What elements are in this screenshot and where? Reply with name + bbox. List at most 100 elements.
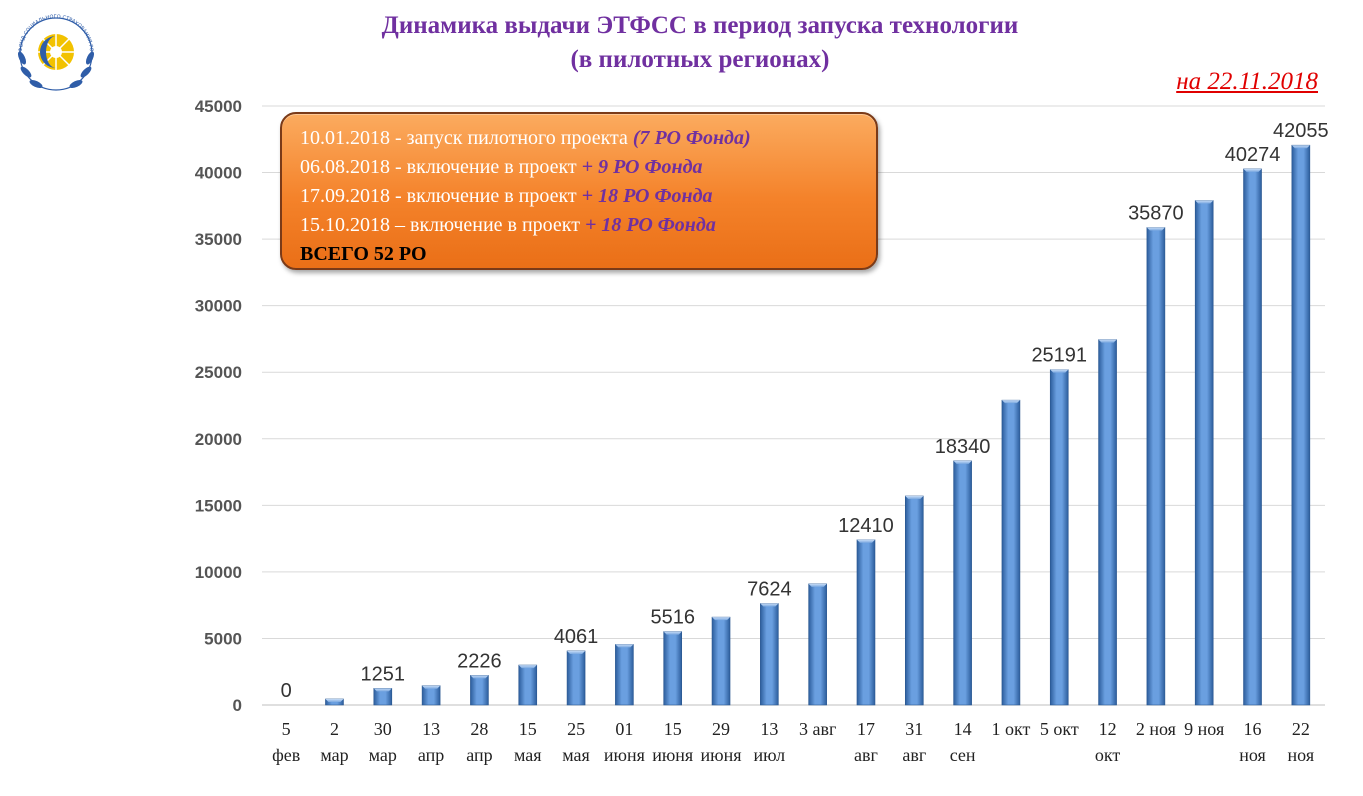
bar-top: [1195, 200, 1214, 204]
y-tick-label: 5000: [204, 629, 242, 648]
x-tick-label: апр: [466, 745, 492, 765]
x-tick-label: 01: [615, 719, 633, 739]
x-tick-label: июня: [652, 745, 693, 765]
bar: [904, 495, 924, 706]
bar: [711, 616, 731, 706]
bar: [1146, 227, 1166, 706]
data-label: 0: [281, 680, 292, 702]
x-tick-label: 17: [857, 719, 875, 739]
bar-top: [1001, 400, 1020, 404]
y-tick-label: 40000: [195, 164, 242, 183]
x-tick-label: мая: [514, 745, 542, 765]
info-line: 06.08.2018 - включение в проект + 9 РО Ф…: [300, 156, 703, 178]
y-tick-label: 25000: [195, 363, 242, 382]
x-tick-label: 2 ноя: [1136, 719, 1176, 739]
bar: [1194, 200, 1214, 706]
chart-title: Динамика выдачи ЭТФСС в период запуска т…: [381, 12, 1019, 39]
x-tick-label: сен: [950, 745, 976, 765]
info-line: 10.01.2018 - запуск пилотного проекта (7…: [300, 127, 751, 149]
x-tick-label: 5: [282, 719, 291, 739]
fss-emblem-icon: ФОНД СОЦИАЛЬНОГО СТРАХОВАНИЯ РОССИЙСКОЙ …: [8, 6, 94, 91]
x-tick-label: 14: [954, 719, 972, 739]
data-label: 7624: [747, 579, 792, 601]
bar-top: [325, 699, 344, 703]
x-tick-label: мар: [369, 745, 397, 765]
info-line: 15.10.2018 – включение в проект + 18 РО …: [300, 214, 716, 236]
y-tick-label: 30000: [195, 297, 242, 316]
bar: [1243, 168, 1262, 706]
data-label: 12410: [838, 515, 894, 537]
bar-top: [518, 665, 537, 669]
x-tick-label: 16: [1244, 719, 1262, 739]
y-tick-label: 0: [233, 696, 242, 715]
data-label: 25191: [1031, 345, 1087, 367]
x-tick-label: 13: [422, 719, 440, 739]
bar-top: [808, 583, 827, 587]
bar-top: [470, 675, 489, 679]
bar: [760, 603, 779, 706]
bar-top: [712, 617, 731, 621]
y-tick-label: 10000: [195, 563, 242, 582]
y-tick-label: 45000: [195, 97, 242, 116]
bar: [1001, 399, 1021, 706]
data-label: 35870: [1128, 203, 1184, 225]
x-tick-label: 2: [330, 719, 339, 739]
x-tick-label: окт: [1095, 745, 1121, 765]
x-tick-label: мар: [320, 745, 348, 765]
bar: [615, 644, 634, 706]
bar: [808, 583, 827, 706]
x-tick-label: июл: [754, 745, 786, 765]
data-label: 40274: [1225, 144, 1281, 166]
chart-subtitle: (в пилотных регионах): [570, 46, 830, 73]
bar-top: [1243, 168, 1262, 172]
bar-top: [905, 496, 924, 500]
data-label: 4061: [554, 626, 599, 648]
data-label: 18340: [935, 436, 991, 458]
bar-top: [1050, 369, 1069, 373]
y-tick-label: 20000: [195, 430, 242, 449]
bar-top: [663, 631, 682, 635]
data-label: 42055: [1273, 120, 1329, 142]
bar-top: [856, 539, 875, 543]
x-tick-label: 13: [760, 719, 778, 739]
x-tick-label: 31: [905, 719, 923, 739]
bars: [325, 144, 1311, 706]
info-box: 10.01.2018 - запуск пилотного проекта (7…: [280, 112, 878, 270]
x-tick-label: ноя: [1288, 745, 1315, 765]
bar-top: [760, 603, 779, 607]
x-tick-label: 28: [470, 719, 488, 739]
x-tick-label: авг: [902, 745, 926, 765]
data-label: 5516: [650, 607, 695, 629]
x-tick-label: 15: [664, 719, 682, 739]
x-tick-label: 3 авг: [799, 719, 836, 739]
bar-top: [1291, 145, 1310, 149]
y-tick-label: 15000: [195, 496, 242, 515]
bar-top: [373, 688, 392, 692]
bar-top: [1098, 339, 1117, 343]
bar: [518, 664, 538, 706]
x-tick-label: фев: [272, 745, 300, 765]
labels: 0 5000 10000 15000 20000 25000 30000 35000 40000…: [195, 97, 1329, 765]
x-tick-label: 12: [1099, 719, 1117, 739]
bar-top: [567, 650, 586, 654]
x-tick-label: июня: [701, 745, 742, 765]
bar-top: [953, 460, 972, 464]
x-tick-label: авг: [854, 745, 878, 765]
data-label: 2226: [457, 650, 502, 672]
x-tick-label: 15: [519, 719, 537, 739]
x-tick-label: 9 ноя: [1184, 719, 1224, 739]
bar: [566, 650, 586, 706]
data-label: 1251: [361, 663, 406, 685]
date-label: на 22.11.2018: [1176, 68, 1318, 95]
y-tick-label: 35000: [195, 230, 242, 249]
x-tick-label: 30: [374, 719, 392, 739]
bar-top: [422, 685, 441, 689]
info-total: ВСЕГО 52 РО: [300, 243, 427, 265]
bar: [953, 460, 972, 706]
bar: [1291, 144, 1311, 706]
bar: [856, 539, 876, 706]
info-line: 17.09.2018 - включение в проект + 18 РО …: [300, 185, 713, 207]
x-tick-label: мая: [562, 745, 590, 765]
x-tick-label: апр: [418, 745, 444, 765]
